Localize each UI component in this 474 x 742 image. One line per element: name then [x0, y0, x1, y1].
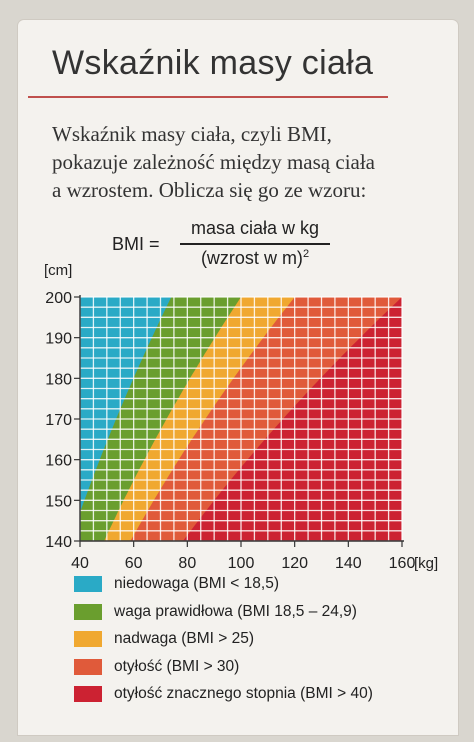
legend-label: waga prawidłowa (BMI 18,5 – 24,9) — [114, 602, 357, 620]
formula-denominator-base: (wzrost w m) — [200, 248, 303, 268]
formula-lhs: BMI = — [112, 234, 160, 254]
y-tick-label: 170 — [45, 412, 72, 429]
y-tick-label: 190 — [45, 331, 72, 348]
title-underline — [28, 96, 388, 98]
x-tick-label: 160 — [389, 555, 416, 572]
formula-exponent: 2 — [302, 248, 310, 260]
y-tick-label: 150 — [45, 493, 72, 510]
x-tick-label: 60 — [125, 555, 143, 572]
intro-paragraph: Wskaźnik masy ciała, czyli BMI, pokazuje… — [52, 120, 432, 204]
x-tick-label: 80 — [178, 555, 196, 572]
legend-swatch — [74, 658, 102, 675]
x-tick-label: 140 — [335, 555, 362, 572]
formula-denominator: (wzrost w m)2 — [180, 248, 330, 269]
y-tick-label: 200 — [45, 290, 72, 307]
legend-label: otyłość (BMI > 30) — [114, 657, 240, 675]
y-axis-label: [cm] — [44, 262, 72, 279]
x-tick-label: 120 — [281, 555, 308, 572]
y-tick-label: 140 — [45, 534, 72, 551]
intro-line-1: Wskaźnik masy ciała, czyli BMI, — [52, 122, 332, 146]
intro-line-2: pokazuje zależność między masą ciała — [52, 150, 375, 174]
y-tick-label: 160 — [45, 453, 72, 470]
legend-label: niedowaga (BMI < 18,5) — [114, 575, 279, 592]
x-tick-label: 40 — [71, 555, 89, 572]
x-axis-label: [kg] — [414, 555, 438, 572]
legend-swatch — [74, 603, 102, 620]
page-title: Wskaźnik masy ciała — [52, 44, 374, 82]
legend-swatch — [74, 576, 102, 592]
intro-line-3: a wzrostem. Oblicza się go ze wzoru: — [52, 178, 367, 202]
fraction-bar — [180, 243, 330, 245]
y-tick-label: 180 — [45, 371, 72, 388]
legend-label: otyłość znacznego stopnia (BMI > 40) — [114, 685, 373, 702]
x-tick-label: 100 — [228, 555, 255, 572]
legend-label: nadwaga (BMI > 25) — [114, 630, 255, 647]
legend-swatch — [74, 631, 102, 647]
legend-swatch — [74, 686, 102, 702]
formula-numerator: masa ciała w kg — [190, 218, 320, 238]
